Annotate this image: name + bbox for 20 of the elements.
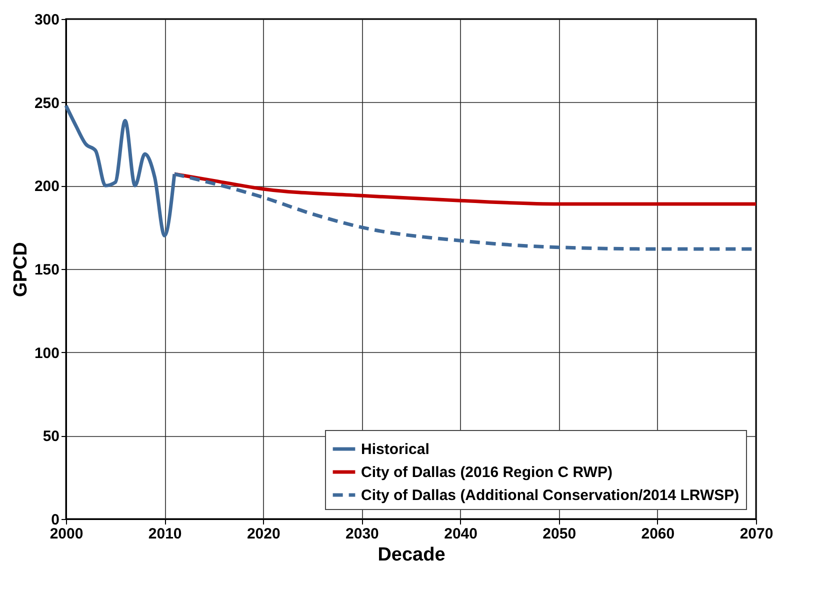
y-axis-title: GPCD bbox=[10, 242, 32, 297]
legend-label: City of Dallas (2016 Region C RWP) bbox=[361, 464, 612, 481]
legend-label: City of Dallas (Additional Conservation/2014 LRWSP) bbox=[361, 487, 740, 504]
x-tick-label: 2020 bbox=[246, 526, 280, 542]
legend-label: Historical bbox=[361, 441, 430, 458]
x-tick-label: 2010 bbox=[148, 526, 182, 542]
y-tick-label: 150 bbox=[34, 262, 60, 278]
y-tick-label: 50 bbox=[42, 428, 60, 446]
y-tick-label: 250 bbox=[34, 94, 60, 112]
x-tick-label: 2040 bbox=[444, 526, 478, 542]
x-tick-label: 2060 bbox=[641, 526, 675, 542]
y-tick-label: 100 bbox=[34, 344, 60, 362]
x-tick-label: 2050 bbox=[542, 526, 576, 542]
y-tick-label: 0 bbox=[51, 512, 60, 528]
x-tick-label: 2000 bbox=[50, 526, 84, 542]
x-tick-label: 2030 bbox=[346, 526, 379, 542]
y-tick-label: 200 bbox=[34, 178, 60, 196]
y-tick-label: 300 bbox=[34, 12, 60, 28]
x-axis-title: Decade bbox=[378, 544, 446, 566]
x-tick-label: 2070 bbox=[740, 526, 774, 542]
